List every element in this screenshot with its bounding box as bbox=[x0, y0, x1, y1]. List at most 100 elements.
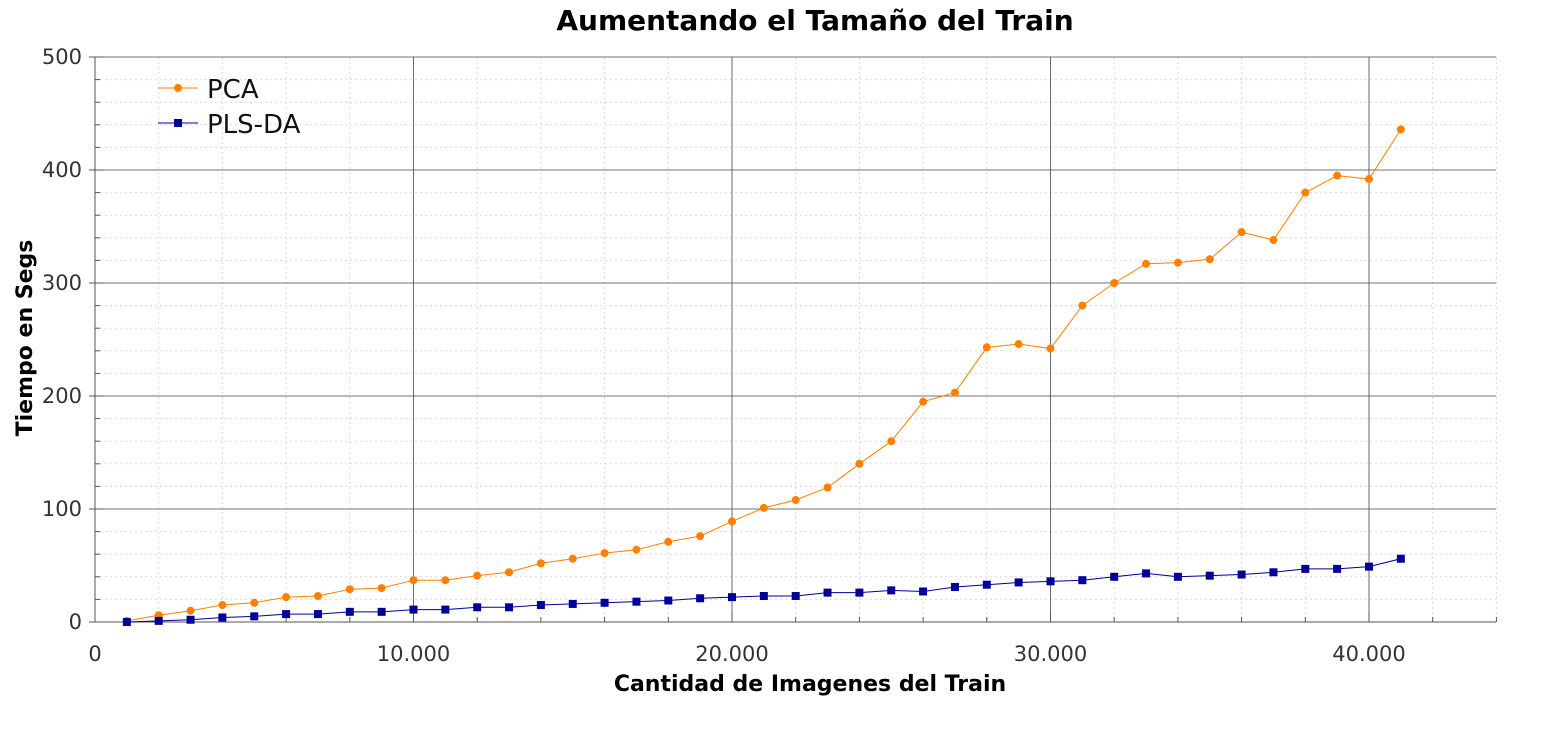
data-point-pca bbox=[505, 568, 514, 577]
data-point-pca bbox=[1333, 171, 1342, 180]
y-tick-label: 0 bbox=[69, 610, 82, 634]
data-point-pls-da bbox=[887, 586, 896, 595]
data-point-pca bbox=[919, 397, 928, 406]
data-point-pca bbox=[791, 495, 800, 504]
data-point-pls-da bbox=[632, 597, 641, 606]
data-point-pls-da bbox=[950, 582, 959, 591]
x-tick-label: 0 bbox=[88, 642, 101, 666]
data-point-pls-da bbox=[919, 587, 928, 596]
data-point-pca bbox=[855, 459, 864, 468]
data-point-pls-da bbox=[1142, 569, 1151, 578]
data-point-pls-da bbox=[186, 615, 195, 624]
legend-marker-pca bbox=[174, 84, 182, 92]
data-point-pca bbox=[186, 606, 195, 615]
y-axis-label: Tiempo en Segs bbox=[13, 240, 38, 437]
data-point-pca bbox=[1301, 188, 1310, 197]
x-tick-label: 10.000 bbox=[377, 642, 450, 666]
data-point-pca bbox=[1014, 340, 1023, 349]
data-point-pca bbox=[1110, 279, 1119, 287]
data-point-pls-da bbox=[1205, 571, 1214, 580]
data-point-pls-da bbox=[313, 610, 322, 619]
data-point-pca bbox=[1078, 301, 1087, 310]
x-tick-label: 40.000 bbox=[1332, 642, 1405, 666]
data-point-pca bbox=[473, 571, 482, 580]
y-ticks: 0 100 200 300 400 500 bbox=[42, 45, 104, 634]
minor-grid bbox=[95, 57, 1497, 622]
data-point-pls-da bbox=[536, 601, 545, 610]
data-point-pca bbox=[600, 549, 609, 558]
data-point-pca bbox=[1142, 259, 1151, 268]
data-point-pls-da bbox=[441, 605, 450, 614]
legend-label-pca: PCA bbox=[207, 75, 259, 105]
legend-marker-plsda bbox=[174, 119, 182, 127]
legend: PCA PLS-DA bbox=[158, 75, 301, 140]
data-point-pls-da bbox=[409, 605, 418, 614]
data-point-pca bbox=[377, 584, 386, 593]
data-point-pls-da bbox=[1078, 576, 1087, 585]
data-point-pca bbox=[728, 517, 736, 526]
chart-title: Aumentando el Tamaño del Train bbox=[556, 4, 1073, 37]
data-point-pca bbox=[409, 576, 418, 585]
data-point-pca bbox=[759, 503, 768, 512]
y-tick-label: 100 bbox=[42, 497, 82, 521]
data-point-pls-da bbox=[1110, 572, 1119, 581]
data-point-pca bbox=[1205, 255, 1214, 264]
series-line-pca bbox=[126, 129, 1402, 622]
data-point-pls-da bbox=[1237, 570, 1246, 579]
data-point-pls-da bbox=[568, 599, 577, 608]
data-point-pls-da bbox=[1333, 564, 1342, 573]
data-point-pca bbox=[632, 545, 641, 554]
data-point-pls-da bbox=[791, 592, 800, 601]
data-point-pls-da bbox=[728, 593, 736, 602]
data-point-pca bbox=[1237, 228, 1246, 237]
data-point-pca bbox=[441, 576, 450, 585]
data-point-pca bbox=[1365, 175, 1373, 184]
y-tick-label: 200 bbox=[42, 384, 82, 408]
data-point-pls-da bbox=[696, 594, 705, 603]
data-point-pca bbox=[982, 343, 991, 352]
data-point-pls-da bbox=[1269, 568, 1278, 577]
data-point-pls-da bbox=[154, 616, 163, 625]
data-point-pls-da bbox=[505, 603, 514, 612]
data-point-pls-da bbox=[282, 610, 291, 619]
data-point-pls-da bbox=[1365, 562, 1373, 571]
data-point-pca bbox=[1173, 258, 1182, 267]
data-point-pls-da bbox=[1301, 564, 1310, 573]
major-grid bbox=[95, 56, 1496, 622]
y-tick-label: 400 bbox=[42, 158, 82, 182]
data-point-pls-da bbox=[823, 588, 832, 597]
data-point-pls-da bbox=[218, 613, 227, 622]
data-point-pls-da bbox=[1173, 572, 1182, 581]
data-point-pls-da bbox=[1014, 578, 1023, 587]
data-point-pls-da bbox=[1046, 577, 1055, 586]
legend-label-plsda: PLS-DA bbox=[207, 110, 301, 140]
data-point-pls-da bbox=[982, 580, 991, 589]
data-point-pls-da bbox=[600, 598, 609, 607]
data-point-pca bbox=[1046, 344, 1055, 353]
data-point-pca bbox=[313, 592, 322, 601]
data-point-pca bbox=[950, 388, 959, 397]
x-ticks: 0 10.000 20.000 30.000 40.000 bbox=[88, 613, 1497, 666]
data-point-pls-da bbox=[759, 592, 768, 601]
x-tick-label: 20.000 bbox=[695, 642, 768, 666]
data-point-pca bbox=[218, 601, 227, 610]
data-point-pls-da bbox=[377, 607, 386, 616]
x-axis-label: Cantidad de Imagenes del Train bbox=[614, 672, 1006, 697]
data-point-pca bbox=[887, 437, 896, 446]
data-point-pca bbox=[696, 532, 705, 541]
data-point-pls-da bbox=[664, 596, 673, 605]
data-point-pls-da bbox=[855, 588, 864, 597]
y-tick-label: 500 bbox=[42, 45, 82, 69]
series-layer bbox=[122, 125, 1405, 626]
data-point-pls-da bbox=[1396, 554, 1405, 563]
y-tick-label: 300 bbox=[42, 271, 82, 295]
data-point-pca bbox=[1396, 125, 1405, 134]
data-point-pls-da bbox=[345, 607, 354, 616]
data-point-pca bbox=[536, 559, 545, 568]
data-point-pca bbox=[1269, 236, 1278, 245]
data-point-pls-da bbox=[473, 603, 482, 612]
data-point-pca bbox=[250, 598, 259, 607]
data-point-pls-da bbox=[250, 612, 259, 621]
data-point-pls-da bbox=[122, 618, 131, 626]
